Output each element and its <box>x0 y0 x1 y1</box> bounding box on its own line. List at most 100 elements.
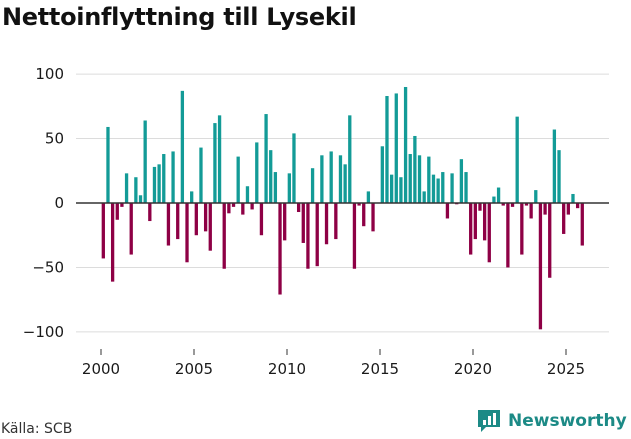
bar <box>385 96 389 203</box>
bar <box>194 203 198 236</box>
bar <box>250 203 254 210</box>
bar <box>259 203 264 236</box>
bar <box>538 203 543 330</box>
source-label: Källa: SCB <box>1 421 73 437</box>
x-tick-label: 2020 <box>454 360 492 378</box>
bar <box>278 203 282 295</box>
bar <box>338 155 343 203</box>
bar <box>208 203 212 251</box>
bar <box>548 203 552 278</box>
bar <box>394 93 398 203</box>
bar <box>315 203 319 267</box>
bar <box>380 146 384 203</box>
newsworthy-icon <box>478 410 500 432</box>
bar <box>190 191 194 203</box>
bar <box>138 195 143 203</box>
bar <box>575 203 580 209</box>
chart-title: Nettoinflyttning till Lysekil <box>2 3 357 31</box>
bar <box>492 196 496 203</box>
y-tick-label: −50 <box>32 258 64 276</box>
bar <box>413 135 417 203</box>
bar <box>534 190 538 203</box>
bar <box>143 120 147 203</box>
bar <box>510 203 515 207</box>
bar <box>445 203 450 219</box>
axes: 100 50 0 −50 −100 2000 2005 2010 2015 2020 2025 <box>23 65 609 378</box>
bar <box>422 191 426 203</box>
bar <box>482 203 487 241</box>
bar <box>129 203 133 255</box>
bars <box>101 86 584 330</box>
bar <box>231 203 236 207</box>
bar <box>203 203 208 232</box>
bar <box>255 142 259 203</box>
bar <box>329 151 333 203</box>
bar <box>343 164 347 203</box>
bar <box>176 203 180 240</box>
bar <box>222 203 226 269</box>
bar <box>101 203 105 259</box>
newsworthy-logo[interactable]: Newsworthy <box>476 408 627 434</box>
gridlines <box>76 73 609 333</box>
bar <box>185 203 189 263</box>
bar <box>571 193 575 203</box>
bar <box>408 154 412 203</box>
bar <box>469 203 473 255</box>
bar <box>227 203 231 214</box>
bar <box>110 203 115 282</box>
bar <box>459 159 464 203</box>
bar <box>157 164 161 203</box>
bar <box>134 177 138 203</box>
bar <box>441 172 445 203</box>
brand-name: Newsworthy <box>508 411 627 431</box>
bar <box>171 151 175 203</box>
bar <box>464 172 468 203</box>
bar <box>124 173 129 203</box>
x-tick-label: 2010 <box>268 360 306 378</box>
x-tick-label: 2015 <box>361 360 399 378</box>
bar <box>264 114 268 203</box>
bar <box>371 203 375 232</box>
bar <box>427 156 431 203</box>
bar <box>273 172 278 203</box>
bar <box>166 203 171 246</box>
bar <box>213 123 217 203</box>
x-tick-label: 2000 <box>82 360 120 378</box>
bar <box>120 203 124 207</box>
bar <box>310 168 315 203</box>
y-tick-label: 100 <box>35 65 64 83</box>
bar <box>496 187 501 203</box>
bar <box>162 154 166 203</box>
bar <box>199 147 203 203</box>
bar <box>287 173 291 203</box>
bar <box>320 155 324 203</box>
bar <box>148 203 152 222</box>
bar <box>450 173 454 203</box>
bar <box>241 203 245 215</box>
bar <box>180 90 185 203</box>
bar <box>529 203 533 219</box>
bar <box>436 178 440 203</box>
bar <box>283 203 287 241</box>
bar <box>152 166 157 203</box>
y-tick-label: 0 <box>54 194 64 212</box>
bar <box>524 203 529 206</box>
bar <box>292 133 296 203</box>
bar <box>478 203 482 211</box>
bar <box>566 203 570 215</box>
bar <box>580 203 584 246</box>
bar <box>520 203 524 255</box>
bar <box>352 203 357 269</box>
bar <box>473 203 477 240</box>
y-tick-label: 50 <box>45 130 64 148</box>
bar <box>269 150 273 203</box>
bar <box>557 150 561 203</box>
bar <box>543 203 547 215</box>
bar <box>501 203 505 206</box>
bar <box>389 174 394 203</box>
bar <box>362 203 366 227</box>
y-tick-label: −100 <box>23 323 64 341</box>
bar <box>115 203 119 220</box>
bar <box>417 155 422 203</box>
